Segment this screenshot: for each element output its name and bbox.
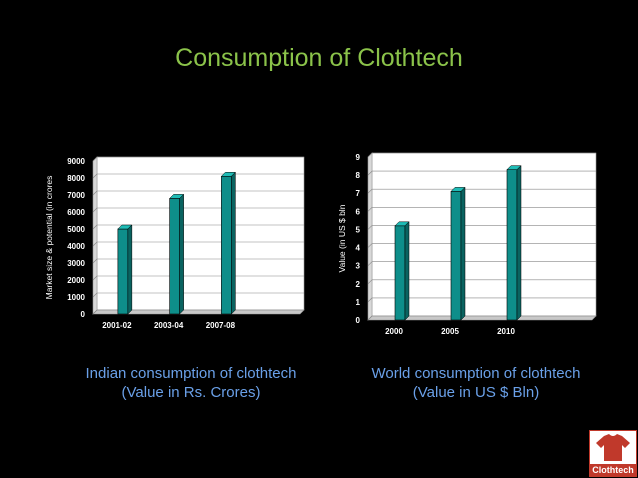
clothtech-logo: Clothtech [589, 430, 637, 477]
world-gridline-diag [367, 243, 373, 248]
world-caption-line-2: (Value in US $ Bln) [412, 384, 540, 401]
world-y-tick-label: 2 [356, 280, 361, 289]
indian-gridline-diag [92, 258, 98, 264]
indian-bar-side-2007-08 [231, 171, 236, 315]
indian-gridline-diag [92, 190, 98, 196]
indian-caption-line-2: (Value in Rs. Crores) [121, 384, 261, 401]
indian-y-tick-label: 2000 [67, 276, 85, 285]
world-chart-caption: World consumption of clothtech (Value in… [345, 364, 607, 402]
indian-gridline-diag [92, 207, 98, 213]
world-bar-side-2010 [516, 165, 522, 321]
world-gridline-diag [367, 207, 373, 212]
indian-gridline-diag [92, 275, 98, 281]
indian-x-tick-label: 2007-08 [206, 321, 236, 330]
tshirt-icon [596, 434, 630, 461]
world-y-tick-label: 1 [356, 298, 361, 307]
world-x-tick-label: 2000 [385, 327, 403, 336]
indian-x-tick-label: 2003-04 [154, 321, 184, 330]
world-gridline-diag [367, 152, 373, 158]
world-y-tick-label: 6 [356, 207, 361, 216]
indian-y-tick-label: 1000 [67, 293, 85, 302]
indian-gridline-diag [92, 173, 98, 179]
world-y-axis-label: Value (in US $ bln [337, 204, 347, 272]
indian-y-tick-label: 0 [81, 310, 86, 319]
indian-y-axis-label: Market size & potential (in crores [44, 176, 54, 300]
indian-chart-caption: Indian consumption of clothtech (Value i… [60, 364, 322, 402]
indian-y-tick-label: 5000 [67, 225, 85, 234]
indian-gridline-diag [92, 241, 98, 247]
world-gridline-diag [367, 189, 373, 194]
world-gridline-diag [367, 170, 373, 176]
world-chart-side-wall [367, 152, 373, 321]
slide-title: Consumption of Clothtech [175, 44, 463, 72]
indian-chart-side-wall [92, 156, 98, 315]
world-y-tick-label: 9 [356, 153, 361, 162]
world-bar-side-2000 [404, 221, 410, 321]
world-bar-2005 [450, 191, 462, 321]
indian-bar-side-2001-02 [127, 224, 133, 315]
indian-y-tick-label: 7000 [67, 191, 85, 200]
indian-bar-side-2003-04 [179, 193, 184, 315]
indian-caption-line-1: Indian consumption of clothtech [85, 365, 297, 382]
world-caption-line-1: World consumption of clothtech [371, 365, 581, 382]
world-gridline-diag [367, 315, 373, 321]
world-y-tick-label: 8 [356, 171, 361, 180]
world-y-tick-label: 5 [356, 225, 361, 234]
indian-bar-2007-08 [221, 176, 232, 315]
indian-x-tick-label: 2001-02 [102, 321, 132, 330]
world-gridline-diag [367, 279, 373, 284]
world-y-tick-label: 0 [356, 316, 361, 325]
world-gridline-diag [367, 225, 373, 230]
indian-bar-2001-02 [117, 228, 129, 315]
world-x-tick-label: 2005 [441, 327, 459, 336]
world-x-tick-label: 2010 [497, 327, 515, 336]
indian-gridline-diag [92, 292, 98, 298]
logo-text: Clothtech [590, 464, 636, 476]
indian-y-tick-label: 4000 [67, 242, 85, 251]
world-gridline-diag [367, 261, 373, 266]
world-y-tick-label: 3 [356, 262, 361, 271]
indian-gridline-diag [92, 224, 98, 230]
world-bar-side-2005 [460, 186, 466, 321]
indian-y-tick-label: 6000 [67, 208, 85, 217]
indian-y-tick-label: 3000 [67, 259, 85, 268]
world-bar-2010 [506, 169, 518, 321]
indian-gridline-diag [92, 309, 98, 315]
indian-y-tick-label: 9000 [67, 157, 85, 166]
indian-y-tick-label: 8000 [67, 174, 85, 183]
world-bar-2000 [394, 225, 406, 321]
indian-bar-2003-04 [169, 198, 180, 315]
indian-gridline-diag [92, 156, 98, 162]
world-gridline-diag [367, 297, 373, 303]
world-y-tick-label: 7 [356, 189, 361, 198]
world-y-tick-label: 4 [356, 244, 361, 253]
